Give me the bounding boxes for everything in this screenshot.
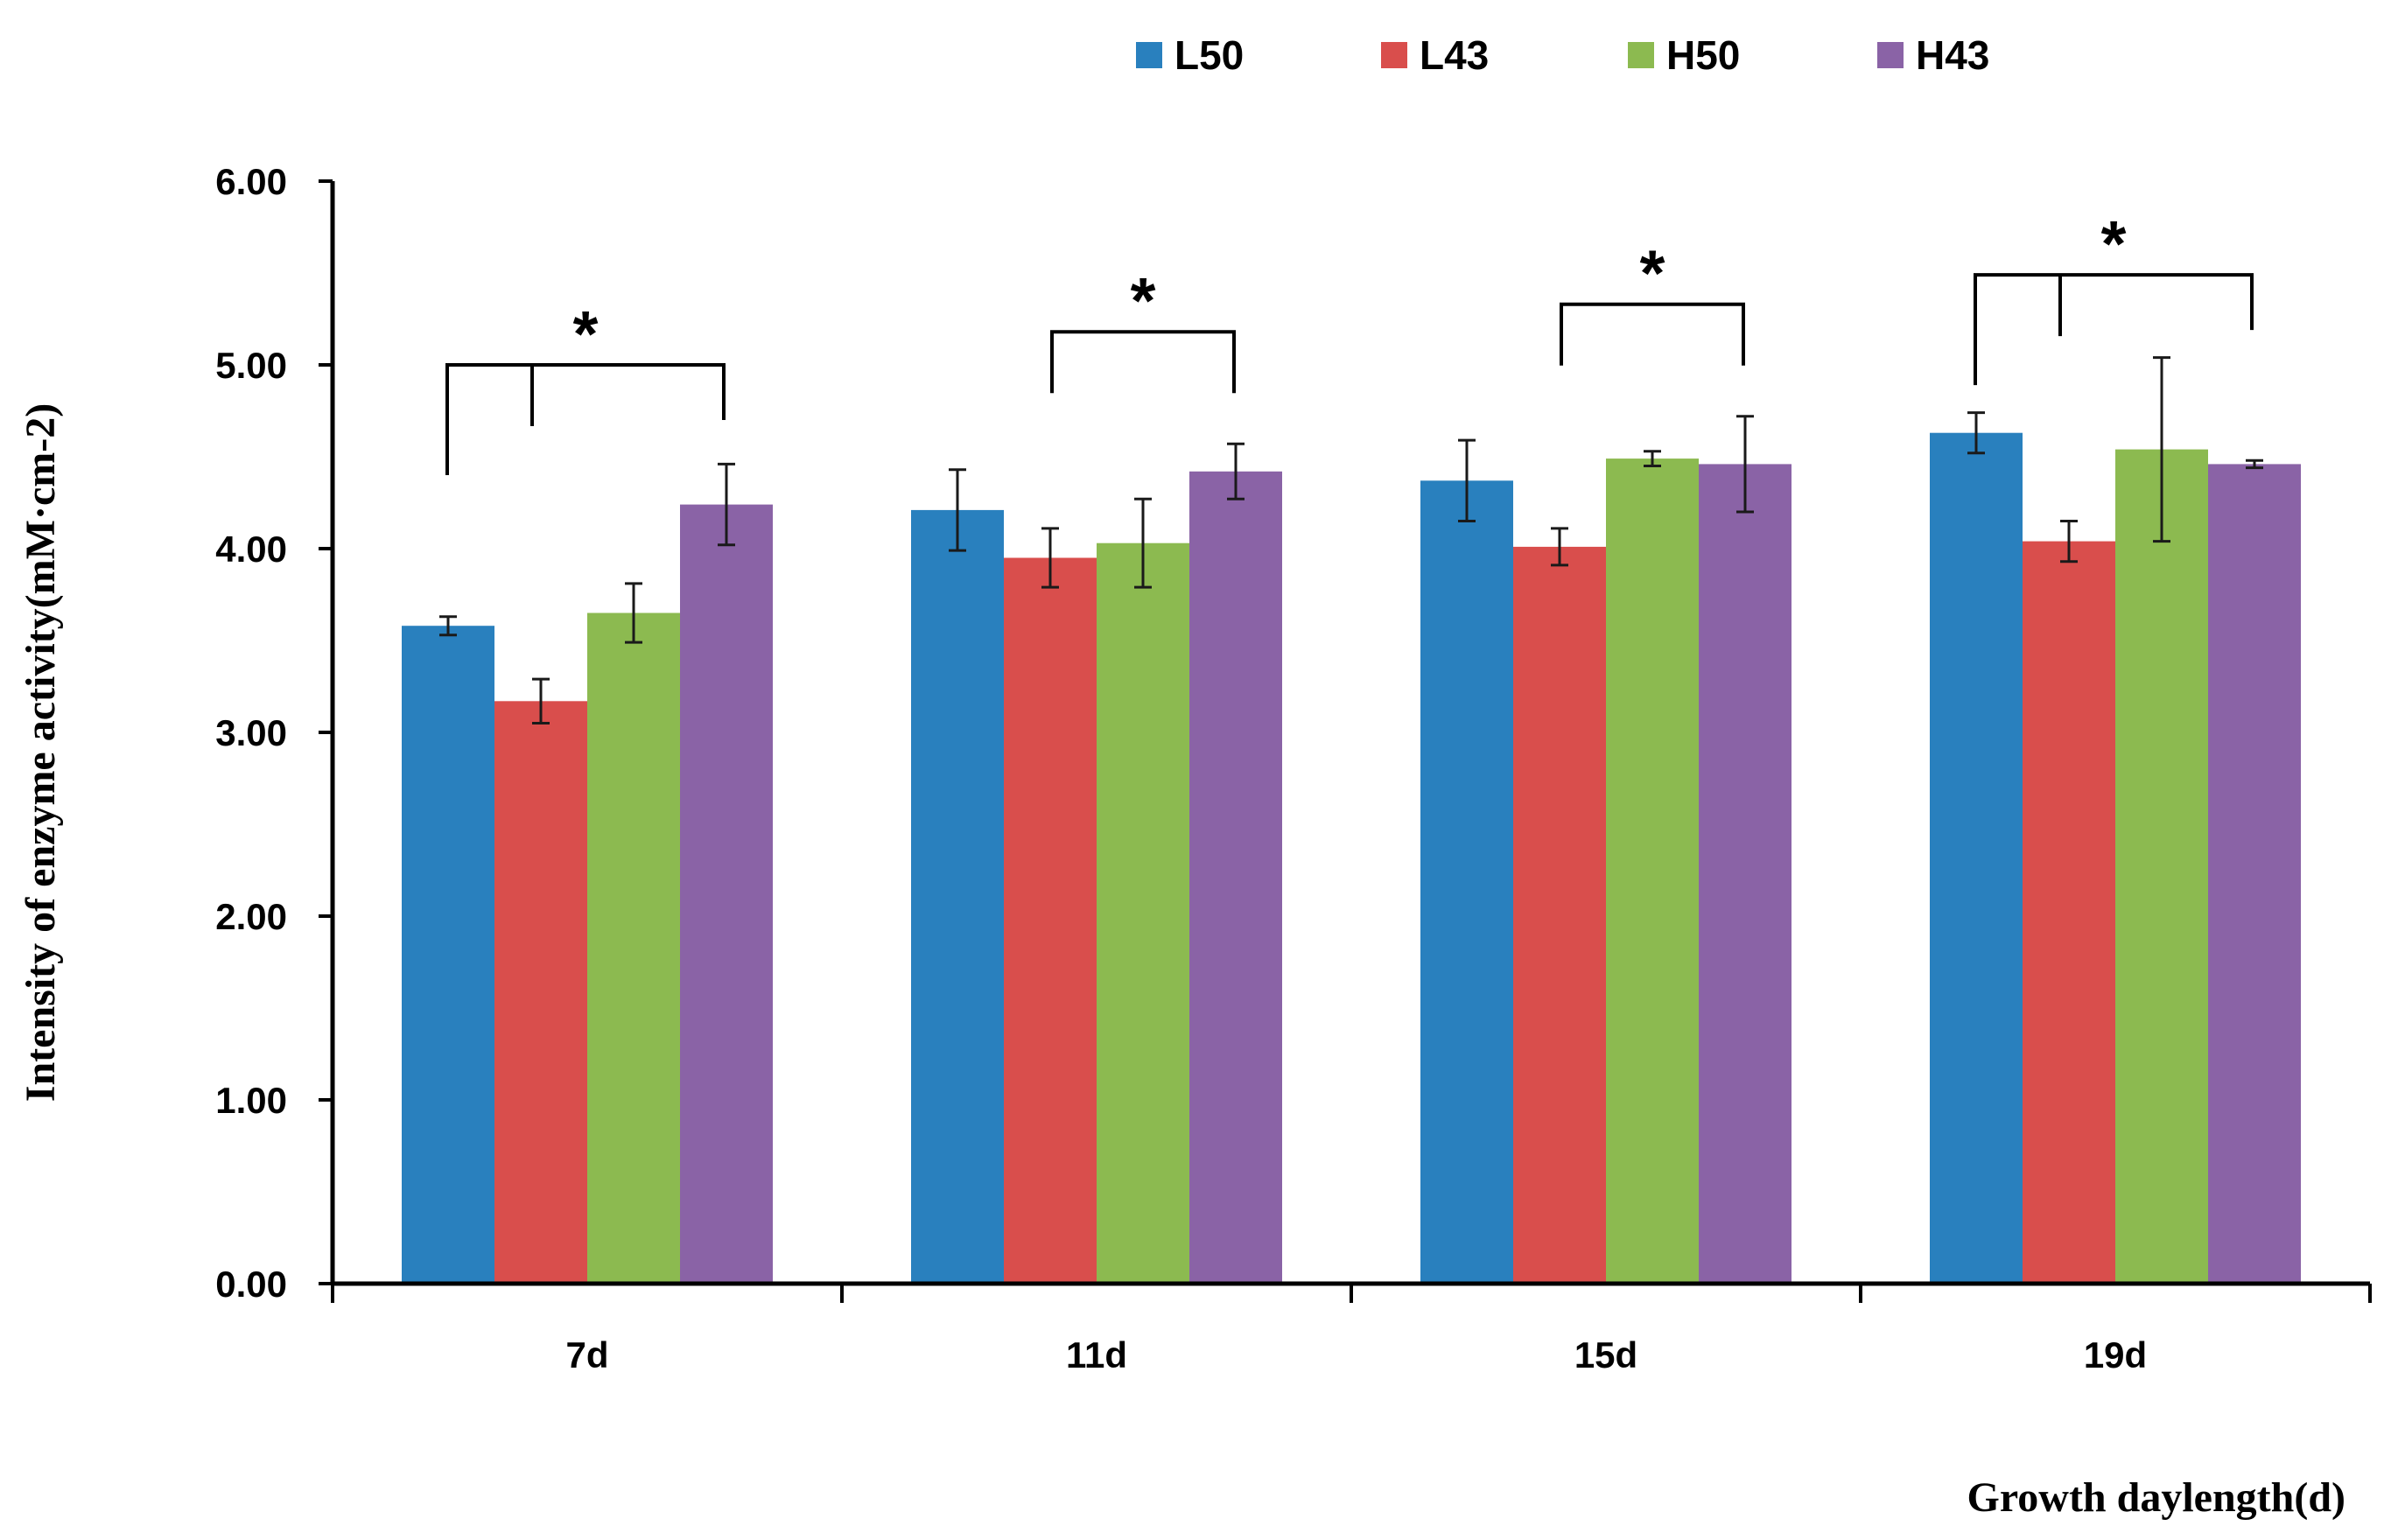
significance-star: * bbox=[573, 298, 599, 370]
x-axis: 7d 11d 15d 19d bbox=[331, 1281, 2372, 1376]
legend-label: H50 bbox=[1666, 32, 1740, 78]
legend-label: L50 bbox=[1174, 32, 1244, 78]
error-bar-H50-7d bbox=[625, 582, 642, 644]
x-category-label: 11d bbox=[1066, 1334, 1127, 1376]
significance-star: * bbox=[2101, 207, 2127, 280]
legend-item-H43: H43 bbox=[1877, 32, 1989, 78]
x-category-label: 7d bbox=[565, 1334, 608, 1376]
error-bar-H43-19d bbox=[2246, 458, 2263, 470]
y-tick-label: 0.00 bbox=[215, 1264, 287, 1305]
bar-L50-11d bbox=[911, 509, 1004, 1284]
error-bar-L43-15d bbox=[1551, 527, 1568, 567]
error-bars-group bbox=[439, 356, 2263, 724]
bar-H43-11d bbox=[1189, 471, 1282, 1284]
legend-swatch bbox=[1877, 42, 1904, 68]
legend: L50 L43 H50 H43 bbox=[1136, 32, 1989, 78]
error-bar-H50-11d bbox=[1134, 497, 1152, 589]
bar-L43-15d bbox=[1513, 546, 1606, 1284]
y-tick-label: 3.00 bbox=[215, 712, 287, 753]
bars-group bbox=[402, 432, 2301, 1284]
significance-bracket-7d: * bbox=[445, 298, 726, 475]
bar-L50-7d bbox=[402, 626, 494, 1284]
significance-star: * bbox=[1131, 264, 1156, 337]
bar-H50-11d bbox=[1097, 542, 1189, 1284]
y-tick-label: 6.00 bbox=[215, 161, 287, 202]
significance-bracket-11d: * bbox=[1050, 264, 1236, 394]
y-axis-title: Intensity of enzyme activity(mM·cm-2) bbox=[18, 403, 64, 1102]
bar-L50-19d bbox=[1930, 432, 2023, 1284]
significance-brackets: * * * * bbox=[445, 207, 2254, 475]
y-tick-label: 4.00 bbox=[215, 528, 287, 570]
legend-swatch bbox=[1628, 42, 1654, 68]
error-bar-L43-11d bbox=[1041, 527, 1059, 589]
y-tick-label: 1.00 bbox=[215, 1080, 287, 1121]
bar-L43-19d bbox=[2023, 541, 2115, 1284]
bar-H50-7d bbox=[587, 612, 680, 1284]
error-bar-L50-15d bbox=[1458, 438, 1476, 522]
legend-item-L50: L50 bbox=[1136, 32, 1244, 78]
significance-star: * bbox=[1640, 237, 1665, 310]
error-bar-H50-15d bbox=[1644, 450, 1661, 467]
bar-L43-7d bbox=[494, 701, 587, 1284]
y-tick-label: 2.00 bbox=[215, 896, 287, 937]
legend-item-L43: L43 bbox=[1381, 32, 1489, 78]
legend-label: L43 bbox=[1420, 32, 1489, 78]
legend-label: H43 bbox=[1916, 32, 1989, 78]
significance-bracket-15d: * bbox=[1560, 237, 1745, 366]
error-bar-H43-7d bbox=[718, 462, 735, 547]
x-axis-title: Growth daylength(d) bbox=[1967, 1474, 2346, 1521]
bar-H43-19d bbox=[2208, 464, 2301, 1284]
error-bar-H43-11d bbox=[1227, 442, 1245, 500]
y-axis: 0.00 1.00 2.00 3.00 4.00 5.00 6.00 bbox=[215, 161, 335, 1305]
error-bar-L50-11d bbox=[949, 468, 966, 552]
error-bar-L50-7d bbox=[439, 615, 457, 637]
legend-swatch bbox=[1136, 42, 1162, 68]
bar-L43-11d bbox=[1004, 557, 1097, 1284]
x-category-label: 15d bbox=[1574, 1334, 1637, 1376]
error-bar-H43-15d bbox=[1736, 415, 1754, 514]
error-bar-L50-19d bbox=[1967, 411, 1985, 455]
bar-H50-19d bbox=[2115, 449, 2208, 1284]
legend-swatch bbox=[1381, 42, 1407, 68]
significance-bracket-19d: * bbox=[1974, 207, 2254, 386]
bar-H43-15d bbox=[1699, 464, 1791, 1284]
error-bar-H50-19d bbox=[2153, 356, 2170, 543]
error-bar-L43-7d bbox=[532, 677, 550, 724]
x-category-label: 19d bbox=[2084, 1334, 2147, 1376]
bar-H43-7d bbox=[680, 504, 773, 1284]
legend-item-H50: H50 bbox=[1628, 32, 1740, 78]
error-bar-L43-19d bbox=[2060, 520, 2078, 564]
bar-H50-15d bbox=[1606, 458, 1699, 1284]
y-tick-label: 5.00 bbox=[215, 345, 287, 386]
bar-L50-15d bbox=[1420, 480, 1513, 1284]
